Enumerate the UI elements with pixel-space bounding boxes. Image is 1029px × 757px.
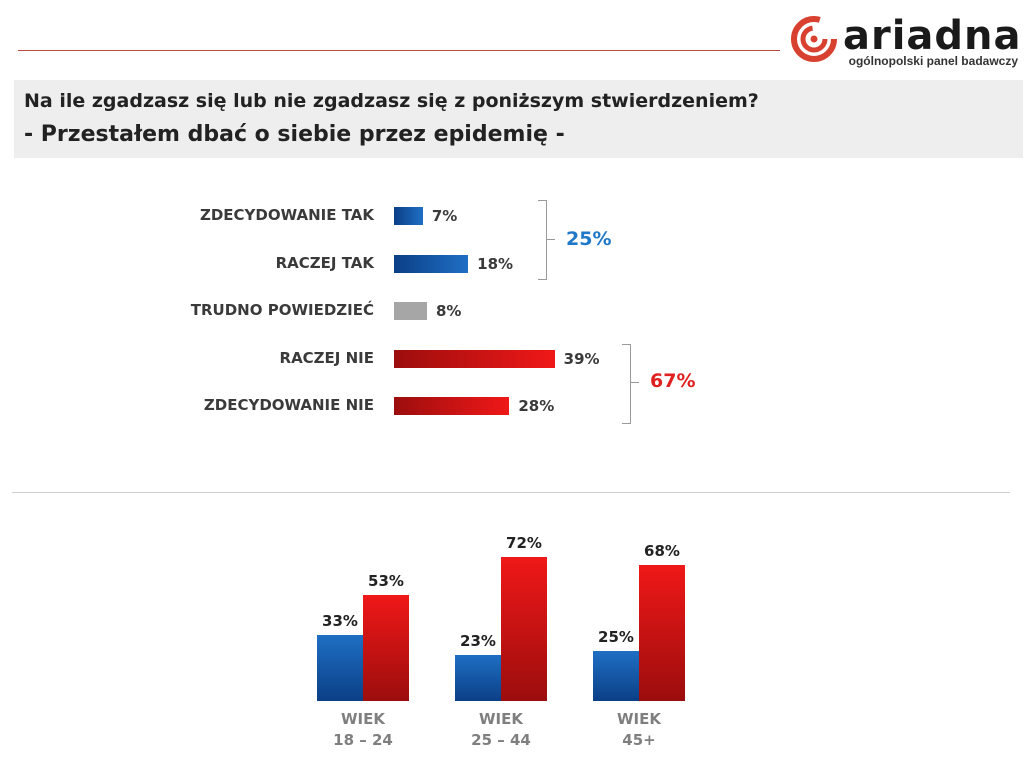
total-agree: 25% — [566, 228, 612, 250]
age-bar — [639, 565, 685, 701]
answer-label: ZDECYDOWANIE TAK — [199, 206, 374, 224]
bracket-disagree-tick — [630, 382, 639, 383]
ariadna-spiral-icon — [791, 16, 837, 62]
question-header: Na ile zgadzasz się lub nie zgadzasz się… — [14, 80, 1023, 158]
answer-label: RACZEJ NIE — [279, 348, 374, 367]
age-group-label: WIEK 25 – 44 — [441, 709, 561, 751]
answer-value-label: 18% — [477, 254, 514, 273]
ariadna-logo: ariadna ogólnopolski panel badawczy — [790, 12, 1022, 72]
total-disagree: 67% — [650, 370, 696, 392]
age-bar — [501, 557, 547, 701]
age-bar-value-label: 68% — [644, 542, 680, 560]
answer-label: TRUDNO POWIEDZIEĆ — [190, 301, 374, 319]
age-group-label: WIEK 18 – 24 — [303, 709, 423, 751]
answer-value-label: 8% — [435, 302, 462, 320]
age-group-label-line: 18 – 24 — [333, 731, 393, 749]
logo-tagline: ogólnopolski panel badawczy — [848, 54, 1018, 68]
answer-label: ZDECYDOWANIE NIE — [203, 396, 374, 414]
age-group-label-line: WIEK — [341, 710, 385, 728]
age-group-label-line: WIEK — [479, 710, 523, 728]
age-bar — [317, 635, 363, 701]
age-bar-value-label: 72% — [506, 534, 542, 552]
age-bar — [593, 651, 639, 701]
age-bar-value-label: 33% — [322, 612, 358, 630]
answer-bar — [394, 207, 423, 225]
age-group-label-line: 45+ — [622, 731, 656, 749]
answer-value-label: 39% — [563, 349, 600, 368]
question-text: Na ile zgadzasz się lub nie zgadzasz się… — [24, 90, 759, 112]
statement-text: - Przestałem dbać o siebie przez epidemi… — [24, 122, 565, 147]
age-group-label: WIEK 45+ — [579, 709, 699, 751]
answer-bar — [394, 254, 469, 273]
answer-label: RACZEJ TAK — [275, 253, 374, 272]
age-bar-value-label: 25% — [598, 628, 634, 646]
answer-value-label: 7% — [431, 207, 458, 225]
logo-wordmark: ariadna — [843, 13, 1022, 59]
age-bar-value-label: 23% — [460, 632, 496, 650]
bracket-agree — [538, 200, 547, 280]
age-bar — [363, 595, 409, 701]
top-rule — [18, 50, 780, 51]
answer-value-label: 28% — [518, 397, 555, 415]
bracket-disagree — [622, 344, 631, 424]
age-group-label-line: 25 – 44 — [471, 731, 531, 749]
answer-bar — [394, 349, 555, 368]
answer-bar — [394, 302, 427, 320]
section-divider — [12, 492, 1010, 493]
bracket-agree-tick — [546, 239, 555, 240]
age-bar — [455, 655, 501, 701]
age-group-label-line: WIEK — [617, 710, 661, 728]
answer-bar — [394, 397, 510, 415]
age-bar-value-label: 53% — [368, 572, 404, 590]
